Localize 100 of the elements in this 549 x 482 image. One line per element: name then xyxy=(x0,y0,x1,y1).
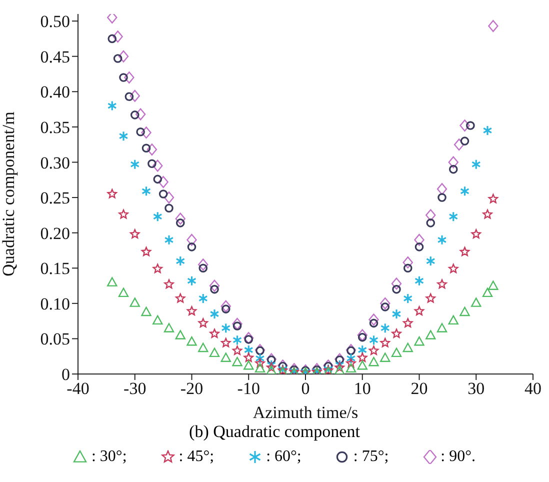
point xyxy=(471,298,482,307)
point xyxy=(198,258,208,271)
point xyxy=(460,136,470,146)
point xyxy=(142,144,151,153)
point xyxy=(187,242,196,252)
point xyxy=(471,159,481,170)
point xyxy=(135,108,146,120)
point xyxy=(357,329,368,342)
point xyxy=(107,100,117,112)
point xyxy=(220,352,231,362)
legend-label: : 45°; xyxy=(178,448,214,466)
point xyxy=(164,192,174,204)
point xyxy=(437,234,447,246)
point xyxy=(244,344,254,356)
point xyxy=(380,297,390,310)
point xyxy=(107,14,118,24)
point xyxy=(152,211,162,222)
point xyxy=(357,352,368,362)
point xyxy=(210,284,219,294)
point xyxy=(448,156,458,168)
point xyxy=(221,304,230,314)
point xyxy=(414,306,424,316)
point xyxy=(454,138,464,151)
point xyxy=(175,330,186,340)
x-tick-label: 0 xyxy=(301,379,310,398)
x-axis-title: Azimuth time/s xyxy=(252,403,358,422)
point xyxy=(426,330,436,340)
point xyxy=(438,193,446,202)
point xyxy=(232,346,242,355)
point xyxy=(482,125,492,136)
point xyxy=(198,318,208,328)
legend-label: : 30°; xyxy=(91,448,127,466)
point xyxy=(368,356,379,366)
point xyxy=(391,348,402,358)
point xyxy=(210,328,220,338)
point xyxy=(414,242,424,252)
point xyxy=(118,288,129,298)
point xyxy=(460,120,470,132)
point xyxy=(266,360,276,370)
point xyxy=(488,194,498,204)
point xyxy=(158,176,168,188)
point xyxy=(244,332,254,344)
point xyxy=(460,306,470,316)
point xyxy=(357,360,368,370)
point xyxy=(255,353,265,364)
x-tick-label: 10 xyxy=(354,379,371,398)
point xyxy=(334,365,345,374)
point xyxy=(175,293,186,303)
point xyxy=(186,306,197,316)
y-tick-label: 0.10 xyxy=(40,294,70,314)
point xyxy=(152,315,163,325)
point xyxy=(346,353,356,364)
x-tick-label: -20 xyxy=(180,379,204,398)
point xyxy=(107,188,118,198)
point xyxy=(358,344,368,356)
point xyxy=(380,322,390,334)
point xyxy=(346,358,356,368)
point xyxy=(220,300,231,312)
point xyxy=(136,127,145,136)
point xyxy=(209,348,220,358)
point xyxy=(244,360,254,370)
point xyxy=(346,363,356,373)
point xyxy=(113,54,122,63)
point xyxy=(460,186,470,196)
point xyxy=(358,332,367,342)
point xyxy=(466,121,475,130)
point xyxy=(244,352,254,362)
point xyxy=(130,229,140,238)
point xyxy=(426,256,436,266)
point xyxy=(488,280,498,290)
point xyxy=(448,264,458,274)
y-axis-title: Quadratic component/m xyxy=(0,112,18,276)
point xyxy=(488,20,498,32)
point xyxy=(209,280,220,292)
y-tick-label: 0.35 xyxy=(40,118,70,137)
legend-label: : 60°; xyxy=(266,448,302,466)
point xyxy=(426,293,436,303)
point xyxy=(141,246,152,256)
point xyxy=(334,360,344,370)
text: (b) Quadratic component xyxy=(188,422,361,442)
point xyxy=(146,144,158,156)
point xyxy=(391,278,402,290)
point xyxy=(118,130,128,142)
point xyxy=(448,315,458,325)
point xyxy=(392,308,402,320)
point xyxy=(436,183,448,196)
point xyxy=(460,246,470,256)
point xyxy=(403,264,412,273)
point xyxy=(198,342,208,352)
x-tick-label: 20 xyxy=(410,379,428,398)
point xyxy=(153,174,162,184)
point xyxy=(369,334,378,346)
point xyxy=(414,276,424,286)
point xyxy=(220,338,231,348)
y-tick-label: 0.45 xyxy=(40,47,70,66)
point xyxy=(266,365,276,374)
point xyxy=(164,323,174,332)
point xyxy=(130,110,140,120)
point xyxy=(152,264,163,274)
point xyxy=(130,298,140,307)
